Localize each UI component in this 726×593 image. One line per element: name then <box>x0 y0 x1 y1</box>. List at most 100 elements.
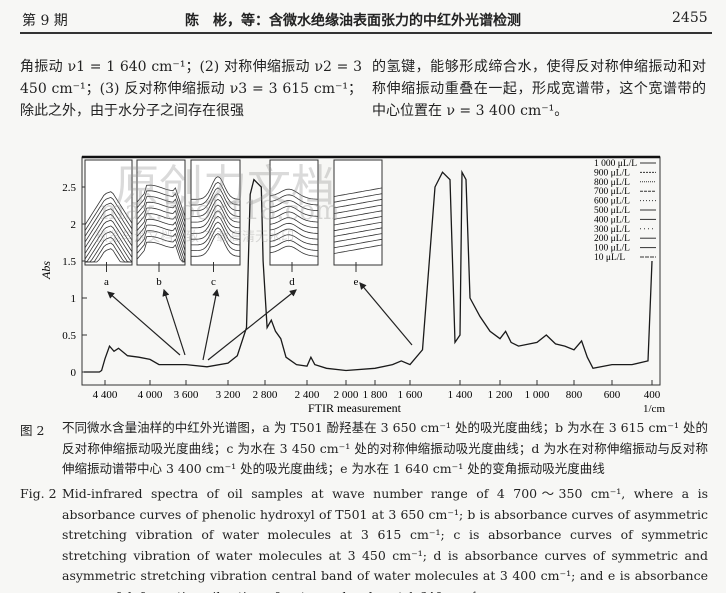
pointer-arrow-e <box>359 282 413 346</box>
inset-curve <box>191 181 241 206</box>
inset-curve <box>269 188 319 200</box>
inset-curve <box>84 219 133 254</box>
y-tick-label: 0 <box>71 367 77 379</box>
inset-curve <box>136 201 186 234</box>
x-tick-label: 3 200 <box>216 389 241 401</box>
x-tick-label: 1 400 <box>448 389 473 401</box>
inset-curve <box>191 176 241 200</box>
inset-curve <box>84 196 133 231</box>
inset-curve <box>84 202 133 237</box>
inset-curve <box>84 214 133 249</box>
y-tick-label: 2.5 <box>62 182 76 194</box>
legend-label: 500 μL/L <box>594 206 630 216</box>
page-number: 2455 <box>672 10 708 26</box>
inset-curve <box>84 208 133 243</box>
inset-curve <box>333 210 383 220</box>
x-tick-label: 1 200 <box>488 389 513 401</box>
x-tick-label: 800 <box>566 389 583 401</box>
x-axis-unit: 1/cm <box>643 403 665 415</box>
inset-curve <box>136 241 185 263</box>
inset-curve <box>269 211 319 223</box>
inset-curve <box>191 187 241 212</box>
inset-curve <box>191 221 241 246</box>
legend-label: 900 μL/L <box>594 168 630 178</box>
legend-label: 400 μL/L <box>594 215 630 225</box>
legend-label: 1 000 μL/L <box>594 159 637 169</box>
inset-label-e: e <box>354 276 359 288</box>
inset-curve <box>136 224 186 257</box>
legend-label: 700 μL/L <box>594 187 630 197</box>
legend-label: 600 μL/L <box>594 197 630 207</box>
legend-label: 800 μL/L <box>594 178 630 188</box>
ftir-chart: Abs FTIR measurement 1/cm 0 0.5 1 1.5 2 2.5 4 … <box>39 155 665 415</box>
inset-curve <box>269 194 319 206</box>
pointer-arrow-b <box>162 288 186 356</box>
inset-curve <box>136 184 186 217</box>
inset-curve <box>191 210 241 234</box>
x-tick-label: 2 000 <box>334 389 359 401</box>
caption-en-number: Fig. 2 <box>20 486 57 501</box>
y-tick-label: 1 <box>71 293 77 305</box>
legend-label: 200 μL/L <box>594 234 630 244</box>
inset-curve <box>333 216 383 226</box>
x-tick-label: 4 000 <box>138 389 163 401</box>
inset-curve <box>333 233 383 243</box>
inset-label-b: b <box>156 276 162 288</box>
x-tick-label: 2 400 <box>295 389 320 401</box>
inset-label-d: d <box>289 276 295 288</box>
inset-curve <box>333 227 383 237</box>
inset-label-c: c <box>211 276 216 288</box>
inset-curve <box>136 235 186 263</box>
x-axis-label: FTIR measurement <box>308 401 402 415</box>
inset-curve <box>333 198 383 209</box>
caption-en: Mid-infrared spectra of oil samples at w… <box>62 486 708 593</box>
inset-curve <box>191 233 241 257</box>
inset-curve <box>191 204 241 229</box>
body-left-column: 角振动 ν1 = 1 640 cm⁻¹；(2) 对称伸缩振动 ν2 = 3 45… <box>20 59 362 119</box>
inset-curve <box>136 190 186 223</box>
pointer-arrow-d <box>207 289 297 361</box>
y-tick-label: 0.5 <box>62 330 76 342</box>
x-tick-label: 1 600 <box>398 389 423 401</box>
inset-curve <box>136 230 186 263</box>
x-tick-label: 3 600 <box>174 389 199 401</box>
legend-label: 100 μL/L <box>594 244 630 254</box>
x-tick-label: 600 <box>604 389 621 401</box>
inset-curve <box>191 227 241 251</box>
inset-curve <box>269 228 319 240</box>
inset-curve <box>84 231 133 263</box>
legend-label: 10 μL/L <box>594 253 625 263</box>
inset-curve <box>269 239 319 251</box>
inset-box-d <box>269 159 319 266</box>
y-tick-label: 2 <box>71 219 77 231</box>
inset-label-a: a <box>104 276 109 288</box>
x-tick-label: 1 800 <box>363 389 388 401</box>
inset-curve <box>84 225 133 260</box>
inset-curve <box>333 221 383 232</box>
body-right-column: 的氢键，能够形成缔合水，使得反对称伸缩振动和对称伸缩振动重叠在一起，形成宽谱带，… <box>372 59 706 119</box>
inset-curve <box>191 193 241 217</box>
x-tick-label: 1 000 <box>525 389 550 401</box>
pointer-arrow-c <box>202 288 220 361</box>
inset-curve <box>269 205 319 217</box>
inset-curve <box>269 222 319 234</box>
legend-label: 300 μL/L <box>594 225 630 235</box>
pointer-arrow-a <box>107 291 181 356</box>
x-tick-label: 2 800 <box>253 389 278 401</box>
inset-curve <box>333 204 383 214</box>
spectrum-line <box>84 169 653 373</box>
inset-curve <box>85 248 132 263</box>
caption-cn: 不同微水含量油样的中红外光谱图，a 为 T501 酚羟基在 3 650 cm⁻¹… <box>62 420 708 476</box>
inset-curve <box>333 193 383 203</box>
inset-curve <box>136 218 186 251</box>
running-title: 陈 彬，等：含微水绝缘油表面张力的中红外光谱检测 <box>185 13 521 29</box>
y-tick-label: 1.5 <box>62 256 76 268</box>
inset-curve <box>136 213 186 246</box>
inset-curve <box>84 191 133 226</box>
inset-curve <box>333 187 383 197</box>
inset-curve <box>269 200 319 212</box>
inset-curve <box>333 238 383 249</box>
inset-curve <box>269 245 319 257</box>
y-axis-label: Abs <box>39 261 53 280</box>
